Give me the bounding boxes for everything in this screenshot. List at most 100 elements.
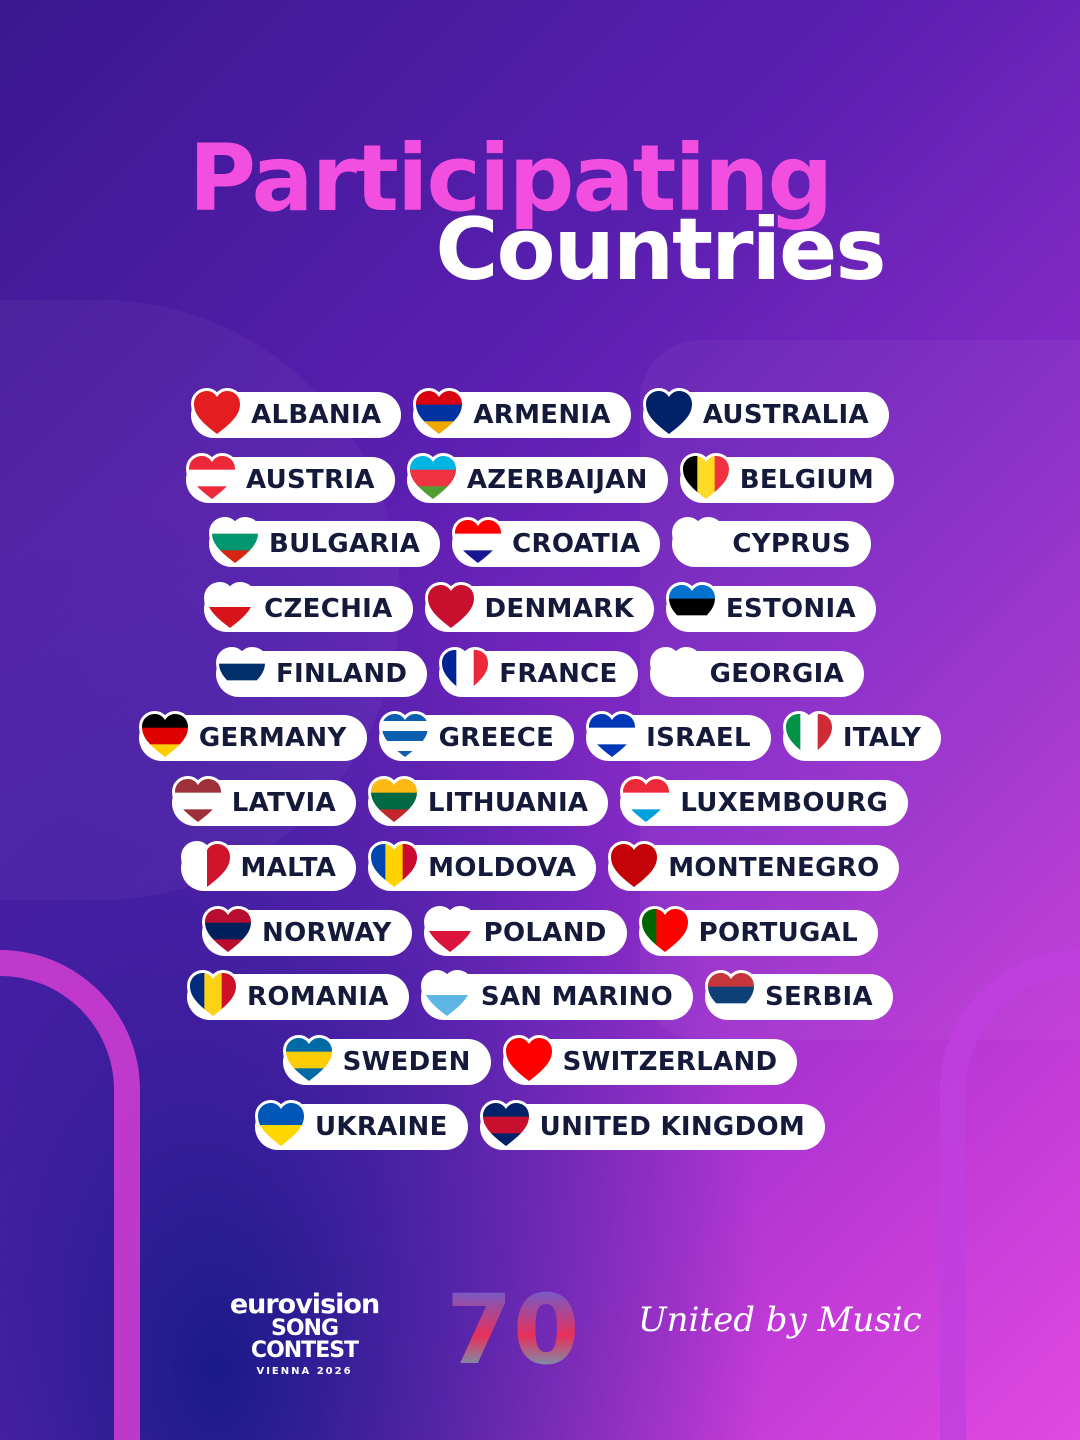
country-montenegro: MONTENEGRO [608,840,900,891]
country-romania: ROMANIA [187,970,409,1021]
country-cyprus: CYPRUS [672,517,872,568]
flag-heart-icon [191,387,244,438]
country-france: FRANCE [439,646,638,697]
flag-heart-icon [208,517,261,568]
country-azerbaijan: AZERBAIJAN [406,452,668,503]
country-name: BELGIUM [739,464,874,495]
country-united-kingdom: UNITED KINGDOM [479,1099,826,1150]
country-list: ALBANIA ARMENIA AUSTRALIA AUSTRIA AZERBAIJAN… [0,387,1080,1169]
flag-heart-icon [679,452,732,503]
country-luxembourg: LUXEMBOURG [620,776,909,827]
flag-heart-icon [138,711,191,762]
country-row: FINLAND FRANCE GEORGIA [0,646,1080,716]
country-row: UKRAINE UNITED KINGDOM [0,1099,1080,1169]
country-name: AUSTRIA [246,464,375,495]
flag-heart-icon [665,582,718,632]
country-germany: GERMANY [138,711,367,762]
country-row: NORWAY POLAND PORTUGAL [0,905,1080,975]
country-norway: NORWAY [202,905,412,956]
country-estonia: ESTONIA [665,582,876,633]
flag-heart-icon [479,1099,532,1150]
country-name: FINLAND [275,658,408,689]
country-name: MOLDOVA [428,852,577,883]
country-name: ARMENIA [473,400,611,430]
eurovision-logo: eurovision SONG CONTEST VIENNA 2026 [222,1289,387,1377]
country-row: BULGARIA CROATIA CYPRUS [0,517,1080,586]
country-latvia: LATVIA [171,776,356,827]
flag-heart-icon [282,1034,335,1085]
country-row: SWEDEN SWITZERLAND [0,1034,1080,1104]
country-name: SERBIA [765,982,873,1013]
country-belgium: BELGIUM [679,452,894,503]
country-australia: AUSTRALIA [642,387,889,438]
country-name: ALBANIA [251,400,382,430]
country-name: NORWAY [262,917,392,948]
flag-heart-icon [638,905,691,956]
country-ukraine: UKRAINE [254,1099,468,1150]
country-name: MALTA [240,852,337,883]
country-italy: ITALY [782,711,942,762]
flag-heart-icon [586,711,639,762]
country-name: ESTONIA [725,594,856,625]
country-name: LITHUANIA [427,788,589,819]
flag-heart-icon [649,646,702,697]
country-malta: MALTA [180,840,357,891]
title-line-1: Participating [188,125,834,232]
flag-heart-icon [502,1034,555,1085]
flag-heart-icon [187,970,240,1020]
flag-heart-icon [423,905,476,956]
country-finland: FINLAND [215,646,428,697]
country-row: ALBANIA ARMENIA AUSTRALIA [0,387,1080,457]
country-name: ISRAEL [646,723,751,754]
flag-heart-icon [215,646,268,697]
country-greece: GREECE [378,711,575,762]
country-name: UKRAINE [314,1111,448,1142]
country-serbia: SERBIA [705,970,893,1021]
country-name: GEORGIA [709,658,845,689]
country-name: FRANCE [499,658,618,689]
logo-location: VIENNA 2026 [256,1366,353,1377]
flag-heart-icon [378,711,431,762]
country-denmark: DENMARK [424,582,654,633]
flag-heart-icon [452,517,505,568]
flag-heart-icon [642,387,695,438]
country-name: LUXEMBOURG [680,788,889,819]
flag-heart-icon [204,582,257,632]
country-switzerland: SWITZERLAND [502,1034,798,1085]
country-moldova: MOLDOVA [368,840,597,891]
country-georgia: GEORGIA [649,646,865,697]
flag-heart-icon [672,517,725,568]
country-name: AZERBAIJAN [466,464,648,495]
title-line-2: Countries [435,200,886,300]
flag-heart-icon [413,387,466,438]
flag-heart-icon [171,776,224,826]
country-name: CYPRUS [732,529,852,560]
country-name: POLAND [483,917,607,948]
flag-heart-icon [202,905,255,956]
flag-heart-icon [367,776,420,826]
flag-heart-icon [420,970,473,1020]
country-israel: ISRAEL [586,711,771,762]
country-name: SAN MARINO [480,982,674,1013]
country-austria: AUSTRIA [186,452,395,503]
flag-heart-icon [180,840,233,891]
flag-heart-icon [439,646,492,697]
flag-heart-icon [620,776,673,826]
country-albania: ALBANIA [191,387,402,438]
country-name: SWEDEN [342,1046,471,1077]
country-san-marino: SAN MARINO [420,970,694,1021]
country-name: GERMANY [198,723,347,754]
country-name: PORTUGAL [698,917,858,948]
flag-heart-icon [254,1099,307,1150]
country-row: AUSTRIA AZERBAIJAN BELGIUM [0,452,1080,522]
country-bulgaria: BULGARIA [208,517,441,568]
country-row: GERMANY GREECE ISRAEL ITALY [0,711,1080,780]
flag-heart-icon [424,582,477,632]
country-row: LATVIA LITHUANIA LUXEMBOURG [0,776,1080,845]
flag-heart-icon [782,711,835,762]
country-sweden: SWEDEN [282,1034,491,1085]
flag-heart-icon [608,840,661,891]
country-row: ROMANIA SAN MARINO SERBIA [0,970,1080,1039]
logo-text: eurovision [229,1289,380,1320]
country-name: DENMARK [484,594,634,625]
